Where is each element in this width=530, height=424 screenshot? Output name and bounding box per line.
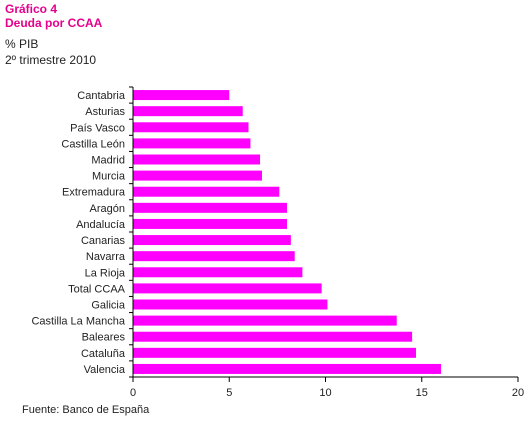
- chart-period: 2º trimestre 2010: [5, 53, 97, 67]
- category-label-castilla-leon: Castilla León: [61, 138, 125, 150]
- bar-madrid: [133, 154, 261, 165]
- x-tick-label: 20: [512, 387, 524, 399]
- bar-canarias: [133, 235, 291, 246]
- category-label-canarias: Canarias: [81, 235, 126, 247]
- bar-castilla-leon: [133, 138, 251, 149]
- figure-label: Gráfico 4: [5, 2, 58, 16]
- bar-la-rioja: [133, 267, 303, 278]
- category-label-galicia: Galicia: [91, 300, 126, 312]
- category-label-extremadura: Extremadura: [62, 187, 126, 199]
- bar-andalucia: [133, 218, 287, 229]
- category-labels-group: Cantabria Asturias País Vasco Castilla León…: [31, 90, 125, 376]
- source-note: Fuente: Banco de España: [22, 404, 150, 416]
- category-label-andalucia: Andalucía: [76, 219, 126, 231]
- bar-cantabria: [133, 90, 230, 101]
- chart-title: Deuda por CCAA: [5, 16, 103, 30]
- category-label-madrid: Madrid: [91, 155, 125, 167]
- category-label-cataluna: Cataluña: [81, 348, 126, 360]
- chart-unit: % PIB: [5, 37, 39, 51]
- bar-extremadura: [133, 186, 280, 197]
- x-tick-label: 15: [416, 387, 428, 399]
- bar-asturias: [133, 106, 243, 117]
- bar-navarra: [133, 251, 295, 262]
- bar-pais-vasco: [133, 122, 249, 133]
- bar-baleares: [133, 331, 413, 342]
- bar-murcia: [133, 170, 262, 181]
- bar-cataluna: [133, 347, 416, 358]
- x-tick-label: 0: [130, 387, 136, 399]
- axes-group: 0 5 10 15 20: [129, 86, 524, 399]
- category-label-aragon: Aragón: [90, 203, 125, 215]
- category-label-valencia: Valencia: [84, 364, 126, 376]
- bars-group: [133, 90, 441, 374]
- x-tick-label: 10: [319, 387, 331, 399]
- category-label-baleares: Baleares: [82, 332, 126, 344]
- bar-aragon: [133, 202, 287, 213]
- bar-total-ccaa: [133, 283, 322, 294]
- x-tick-label: 5: [226, 387, 232, 399]
- category-label-murcia: Murcia: [92, 171, 126, 183]
- category-label-asturias: Asturias: [85, 106, 125, 118]
- category-label-la-rioja: La Rioja: [85, 267, 126, 279]
- bar-galicia: [133, 299, 328, 310]
- bar-castilla-la-mancha: [133, 315, 397, 326]
- bar-valencia: [133, 363, 441, 374]
- category-label-navarra: Navarra: [86, 251, 126, 263]
- category-label-castilla-la-mancha: Castilla La Mancha: [31, 316, 125, 328]
- category-label-total-ccaa: Total CCAA: [68, 283, 126, 295]
- category-label-pais-vasco: País Vasco: [70, 122, 125, 134]
- category-label-cantabria: Cantabria: [77, 90, 126, 102]
